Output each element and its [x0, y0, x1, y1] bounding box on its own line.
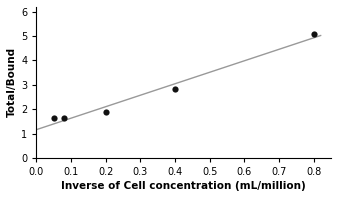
Point — [172, 88, 178, 91]
Point — [103, 111, 108, 114]
Point — [311, 33, 316, 36]
Point — [62, 117, 67, 120]
Point — [51, 117, 56, 120]
Y-axis label: Total/Bound: Total/Bound — [7, 47, 17, 117]
X-axis label: Inverse of Cell concentration (mL/million): Inverse of Cell concentration (mL/millio… — [62, 181, 306, 191]
